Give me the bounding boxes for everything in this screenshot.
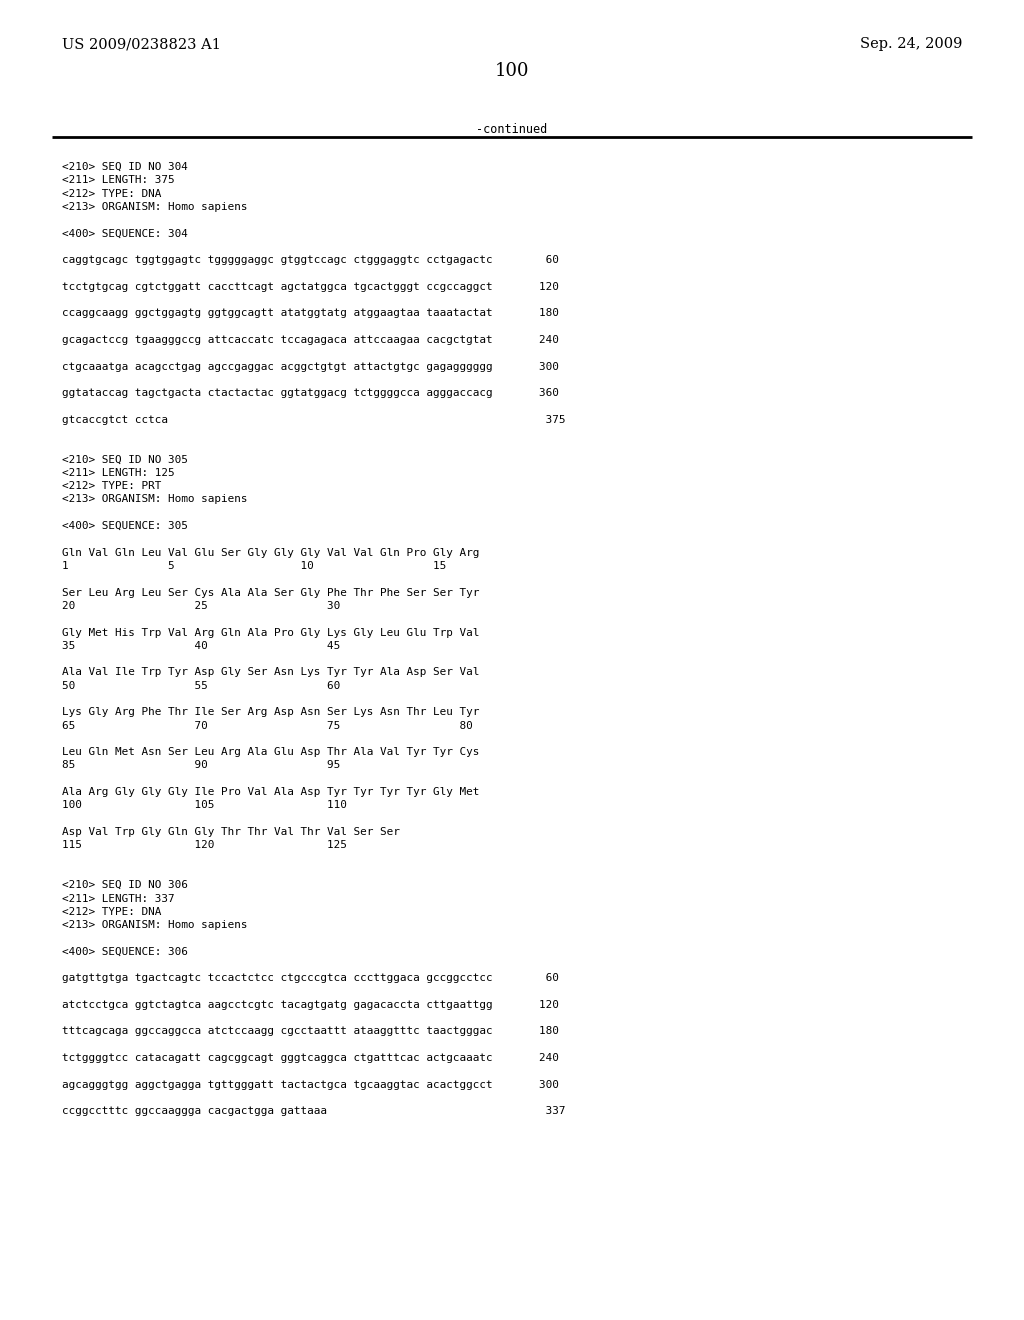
Text: Sep. 24, 2009: Sep. 24, 2009 <box>859 37 962 51</box>
Text: Ala Arg Gly Gly Gly Ile Pro Val Ala Asp Tyr Tyr Tyr Tyr Gly Met: Ala Arg Gly Gly Gly Ile Pro Val Ala Asp … <box>62 787 479 797</box>
Text: 50                  55                  60: 50 55 60 <box>62 681 340 690</box>
Text: <400> SEQUENCE: 305: <400> SEQUENCE: 305 <box>62 521 187 531</box>
Text: 115                 120                 125: 115 120 125 <box>62 841 347 850</box>
Text: 20                  25                  30: 20 25 30 <box>62 601 340 611</box>
Text: <210> SEQ ID NO 306: <210> SEQ ID NO 306 <box>62 880 187 890</box>
Text: gcagactccg tgaagggccg attcaccatc tccagagaca attccaagaa cacgctgtat       240: gcagactccg tgaagggccg attcaccatc tccagag… <box>62 335 559 345</box>
Text: <212> TYPE: DNA: <212> TYPE: DNA <box>62 907 162 917</box>
Text: US 2009/0238823 A1: US 2009/0238823 A1 <box>62 37 221 51</box>
Text: <211> LENGTH: 125: <211> LENGTH: 125 <box>62 467 175 478</box>
Text: Gly Met His Trp Val Arg Gln Ala Pro Gly Lys Gly Leu Glu Trp Val: Gly Met His Trp Val Arg Gln Ala Pro Gly … <box>62 627 479 638</box>
Text: tcctgtgcag cgtctggatt caccttcagt agctatggca tgcactgggt ccgccaggct       120: tcctgtgcag cgtctggatt caccttcagt agctatg… <box>62 281 559 292</box>
Text: 1               5                   10                  15: 1 5 10 15 <box>62 561 446 572</box>
Text: <213> ORGANISM: Homo sapiens: <213> ORGANISM: Homo sapiens <box>62 202 248 213</box>
Text: <211> LENGTH: 375: <211> LENGTH: 375 <box>62 176 175 185</box>
Text: <400> SEQUENCE: 306: <400> SEQUENCE: 306 <box>62 946 187 957</box>
Text: tctggggtcc catacagatt cagcggcagt gggtcaggca ctgatttcac actgcaaatc       240: tctggggtcc catacagatt cagcggcagt gggtcag… <box>62 1053 559 1063</box>
Text: 100: 100 <box>495 62 529 81</box>
Text: 35                  40                  45: 35 40 45 <box>62 640 340 651</box>
Text: Ser Leu Arg Leu Ser Cys Ala Ala Ser Gly Phe Thr Phe Ser Ser Tyr: Ser Leu Arg Leu Ser Cys Ala Ala Ser Gly … <box>62 587 479 598</box>
Text: agcagggtgg aggctgagga tgttgggatt tactactgca tgcaaggtac acactggcct       300: agcagggtgg aggctgagga tgttgggatt tactact… <box>62 1080 559 1090</box>
Text: -continued: -continued <box>476 123 548 136</box>
Text: <210> SEQ ID NO 304: <210> SEQ ID NO 304 <box>62 162 187 172</box>
Text: 85                  90                  95: 85 90 95 <box>62 760 340 771</box>
Text: <210> SEQ ID NO 305: <210> SEQ ID NO 305 <box>62 454 187 465</box>
Text: tttcagcaga ggccaggcca atctccaagg cgcctaattt ataaggtttc taactgggac       180: tttcagcaga ggccaggcca atctccaagg cgcctaa… <box>62 1027 559 1036</box>
Text: <212> TYPE: PRT: <212> TYPE: PRT <box>62 482 162 491</box>
Text: Lys Gly Arg Phe Thr Ile Ser Arg Asp Asn Ser Lys Asn Thr Leu Tyr: Lys Gly Arg Phe Thr Ile Ser Arg Asp Asn … <box>62 708 479 717</box>
Text: <213> ORGANISM: Homo sapiens: <213> ORGANISM: Homo sapiens <box>62 920 248 931</box>
Text: caggtgcagc tggtggagtc tgggggaggc gtggtccagc ctgggaggtc cctgagactc        60: caggtgcagc tggtggagtc tgggggaggc gtggtcc… <box>62 255 559 265</box>
Text: ggtataccag tagctgacta ctactactac ggtatggacg tctggggcca agggaccacg       360: ggtataccag tagctgacta ctactactac ggtatgg… <box>62 388 559 399</box>
Text: <213> ORGANISM: Homo sapiens: <213> ORGANISM: Homo sapiens <box>62 495 248 504</box>
Text: <212> TYPE: DNA: <212> TYPE: DNA <box>62 189 162 198</box>
Text: gtcaccgtct cctca                                                         375: gtcaccgtct cctca 375 <box>62 414 565 425</box>
Text: gatgttgtga tgactcagtc tccactctcc ctgcccgtca cccttggaca gccggcctcc        60: gatgttgtga tgactcagtc tccactctcc ctgcccg… <box>62 973 559 983</box>
Text: <400> SEQUENCE: 304: <400> SEQUENCE: 304 <box>62 228 187 239</box>
Text: Asp Val Trp Gly Gln Gly Thr Thr Val Thr Val Ser Ser: Asp Val Trp Gly Gln Gly Thr Thr Val Thr … <box>62 828 400 837</box>
Text: <211> LENGTH: 337: <211> LENGTH: 337 <box>62 894 175 903</box>
Text: atctcctgca ggtctagtca aagcctcgtc tacagtgatg gagacaccta cttgaattgg       120: atctcctgca ggtctagtca aagcctcgtc tacagtg… <box>62 1001 559 1010</box>
Text: 100                 105                 110: 100 105 110 <box>62 800 347 810</box>
Text: ccaggcaagg ggctggagtg ggtggcagtt atatggtatg atggaagtaa taaatactat       180: ccaggcaagg ggctggagtg ggtggcagtt atatggt… <box>62 309 559 318</box>
Text: ccggcctttc ggccaaggga cacgactgga gattaaa                                 337: ccggcctttc ggccaaggga cacgactgga gattaaa… <box>62 1106 565 1117</box>
Text: Leu Gln Met Asn Ser Leu Arg Ala Glu Asp Thr Ala Val Tyr Tyr Cys: Leu Gln Met Asn Ser Leu Arg Ala Glu Asp … <box>62 747 479 758</box>
Text: Ala Val Ile Trp Tyr Asp Gly Ser Asn Lys Tyr Tyr Ala Asp Ser Val: Ala Val Ile Trp Tyr Asp Gly Ser Asn Lys … <box>62 668 479 677</box>
Text: 65                  70                  75                  80: 65 70 75 80 <box>62 721 473 730</box>
Text: Gln Val Gln Leu Val Glu Ser Gly Gly Gly Val Val Gln Pro Gly Arg: Gln Val Gln Leu Val Glu Ser Gly Gly Gly … <box>62 548 479 557</box>
Text: ctgcaaatga acagcctgag agccgaggac acggctgtgt attactgtgc gagagggggg       300: ctgcaaatga acagcctgag agccgaggac acggctg… <box>62 362 559 371</box>
